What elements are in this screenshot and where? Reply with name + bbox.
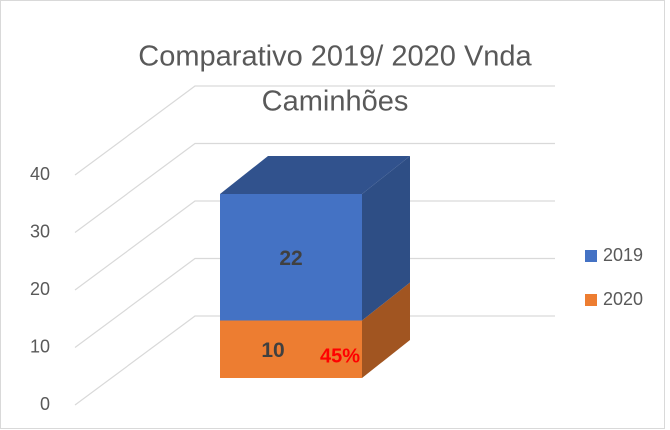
y-tick-label: 30 [30,221,50,241]
bar-side [362,156,410,321]
data-label: 22 [279,247,302,270]
chart-title: Caminhões [262,86,409,118]
grid-line [74,257,555,348]
grid-line [74,200,555,291]
data-label: 10 [261,339,284,362]
y-tick-label: 10 [30,336,50,356]
bar [220,194,362,321]
chart-title: Comparativo 2019/ 2020 Vnda [138,41,532,73]
grid-line [74,142,555,233]
bar-top [220,156,410,194]
y-tick-label: 0 [40,394,50,414]
bar-side [362,282,410,378]
grid-line [74,85,555,176]
legend-label: 2020 [603,289,643,309]
legend-swatch [585,294,597,306]
y-tick-label: 40 [30,164,50,184]
y-tick-label: 20 [30,279,50,299]
legend-swatch [585,250,597,262]
grid-line [74,315,555,406]
legend-label: 2019 [603,245,643,265]
annotation: 45% [320,346,360,368]
bar [220,320,362,378]
